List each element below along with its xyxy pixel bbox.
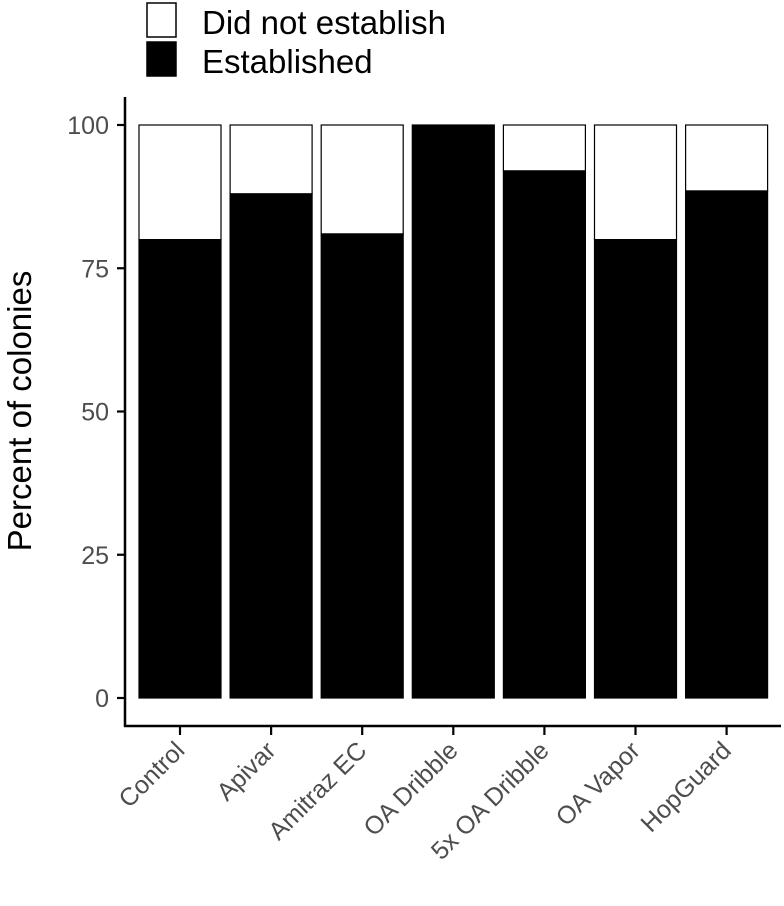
bar-did-not-establish-amitraz-ec [320,124,404,235]
y-tick-label-75: 75 [81,255,109,283]
y-tick-label-50: 50 [81,399,109,427]
y-tick-label-100: 100 [67,112,109,140]
bar-established-oa-dribble [411,124,495,699]
bar-did-not-establish-oa-vapor [593,124,678,241]
bar-established-control [138,239,222,699]
legend: Did not establish Established [146,2,446,80]
x-tick-label-control: Control [113,736,190,813]
y-tick-label-0: 0 [95,685,109,713]
bar-established-amitraz-ec [320,233,404,699]
legend-swatch-established [146,41,177,77]
y-tick-label-25: 25 [81,542,109,570]
x-tick-label-apivar: Apivar [211,736,281,806]
bar-did-not-establish-5x-oa-dribble [502,124,586,172]
x-tick-label-oa-vapor: OA Vapor [551,736,646,831]
legend-label-did-not-establish: Did not establish [202,4,446,41]
bar-established-hopguard [684,190,769,699]
legend-label-established: Established [202,43,373,80]
bar-established-5x-oa-dribble [502,170,586,699]
x-tick-label-amitraz-ec: Amitraz EC [263,736,372,845]
bar-did-not-establish-hopguard [684,124,769,192]
bar-established-apivar [229,193,313,699]
y-axis-title: Percent of colonies [1,271,38,552]
bar-did-not-establish-apivar [229,124,313,195]
y-ticks: 0 25 50 75 100 [67,112,125,713]
bar-established-oa-vapor [593,239,678,699]
legend-swatch-did-not-establish [146,2,177,38]
bar-did-not-establish-control [138,124,222,241]
x-tick-label-hopguard: HopGuard [635,736,736,837]
bars [138,124,769,699]
